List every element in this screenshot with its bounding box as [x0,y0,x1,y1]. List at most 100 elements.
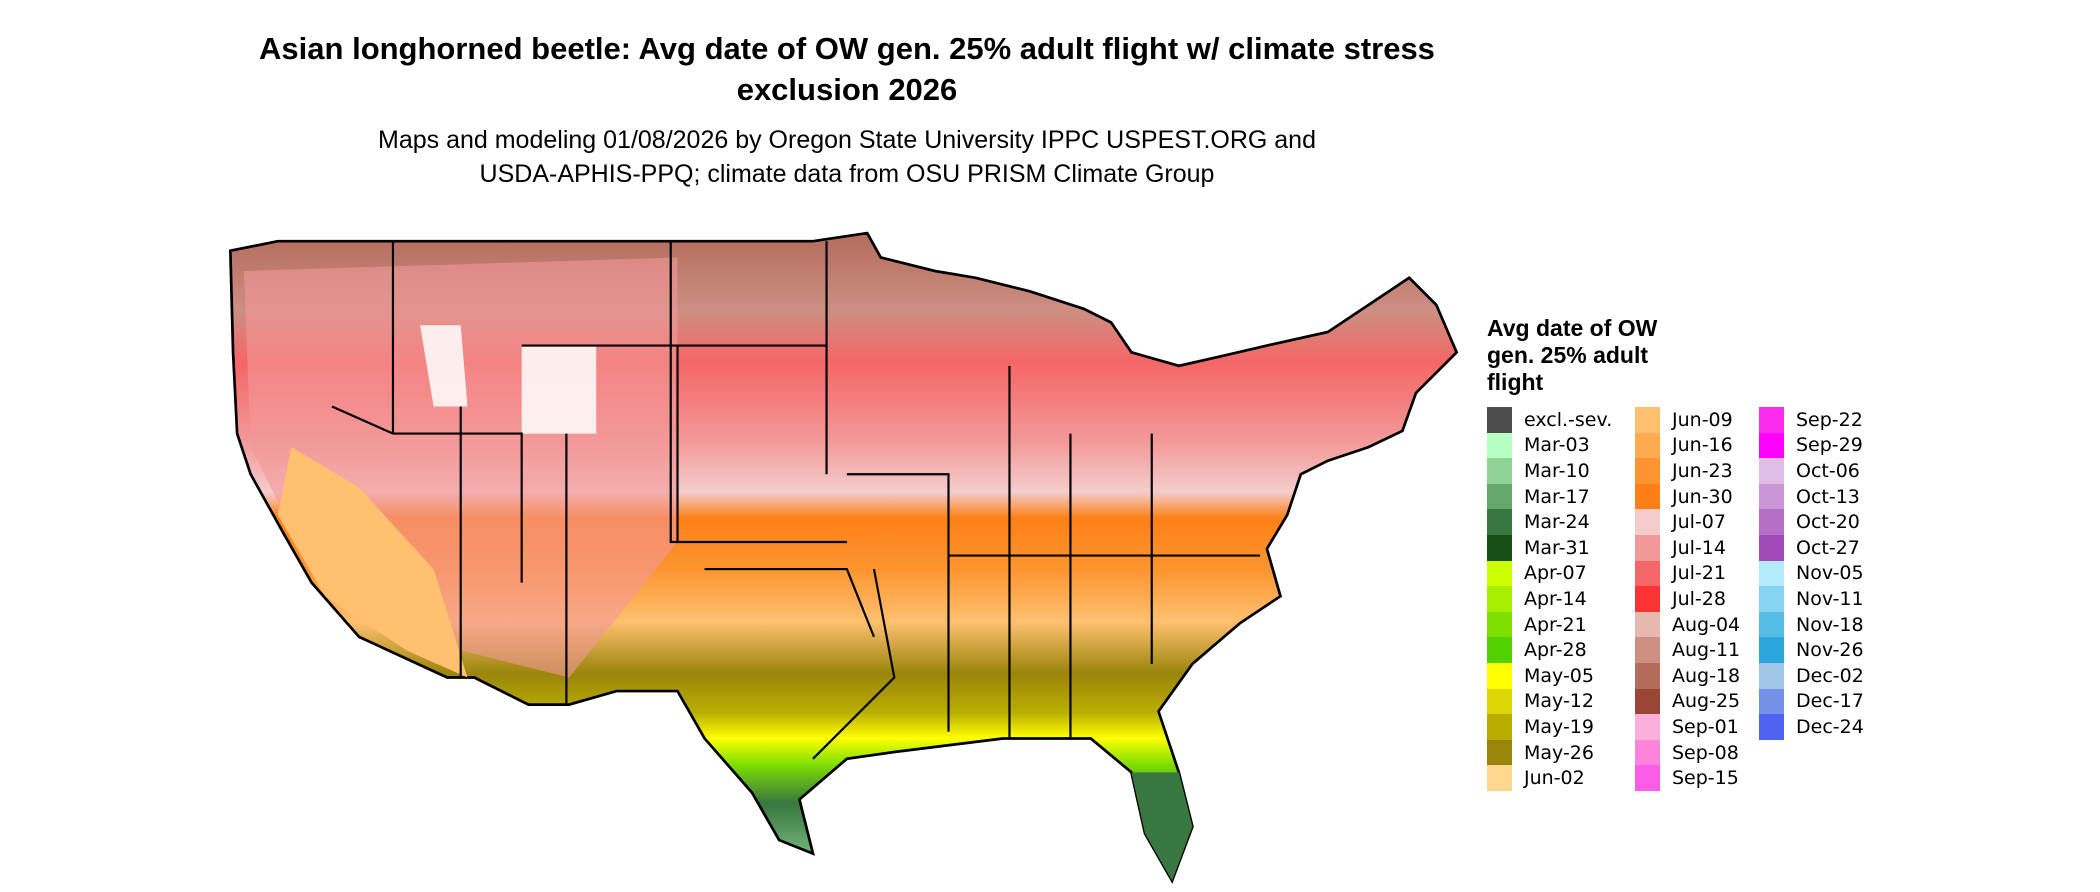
legend-label: excl.-sev. [1524,408,1613,431]
legend-swatch [1635,535,1660,561]
legend-swatch [1759,714,1784,740]
legend-label: Jul-21 [1672,562,1726,585]
legend-swatch [1759,663,1784,689]
legend-swatch [1487,714,1512,740]
legend-item: Nov-05 [1759,560,1864,587]
legend-label: Oct-20 [1796,511,1860,534]
legend-label: Apr-07 [1524,562,1587,585]
legend-swatch [1635,637,1660,663]
legend-swatch [1487,586,1512,612]
legend-item: Mar-24 [1487,509,1590,535]
legend-label: Oct-27 [1796,536,1860,559]
legend-item: Oct-13 [1759,483,1860,510]
legend-label: Nov-18 [1796,613,1864,636]
legend-swatch [1635,407,1660,433]
legend-swatch [1635,765,1660,791]
legend-item: Sep-29 [1759,432,1863,459]
legend-label: Jul-14 [1672,536,1726,559]
legend-swatch [1487,535,1512,561]
legend-label: Jun-02 [1524,767,1585,790]
legend-item: Aug-11 [1635,637,1740,663]
legend-swatch [1487,739,1512,766]
legend-item: Apr-14 [1487,586,1587,612]
legend-label: Mar-03 [1524,434,1590,457]
legend-swatch [1635,509,1660,535]
legend-item: Jun-30 [1635,483,1733,510]
legend-item: Jun-09 [1635,407,1733,433]
legend-swatch [1487,483,1512,510]
legend-item: Dec-02 [1759,663,1864,689]
legend-label: Aug-25 [1672,690,1741,713]
legend-label: Dec-02 [1796,664,1864,687]
legend-item: Nov-18 [1759,611,1864,638]
legend-label: May-19 [1524,715,1594,738]
legend-label: Jul-07 [1672,511,1726,534]
legend-item: May-19 [1487,714,1594,740]
legend-swatch [1635,714,1660,740]
legend-label: Dec-24 [1796,715,1864,738]
legend-label: Dec-17 [1796,690,1864,713]
legend-swatch [1759,483,1784,510]
legend-swatch [1487,663,1512,689]
legend-item: Jun-23 [1635,458,1733,484]
legend-label: Sep-08 [1672,741,1739,764]
legend-label: Jun-23 [1672,459,1733,482]
legend-label: Apr-28 [1524,639,1587,662]
legend-swatch [1487,560,1512,587]
legend-label: Sep-29 [1796,434,1863,457]
legend-swatch [1487,432,1512,459]
legend-label: Apr-14 [1524,587,1587,610]
legend-swatch [1635,483,1660,510]
desert-southwest [277,447,468,678]
legend-label: Aug-18 [1672,664,1741,687]
legend-swatch [1487,637,1512,663]
legend-item: Jul-21 [1635,560,1726,587]
legend-label: Aug-04 [1672,613,1741,636]
legend-item: Nov-11 [1759,586,1864,612]
legend-item: Apr-28 [1487,637,1587,663]
legend-label: Mar-17 [1524,485,1590,508]
legend-item: Aug-18 [1635,663,1740,689]
legend-swatch [1635,458,1660,484]
legend-swatch [1759,535,1784,561]
legend-swatch [1487,458,1512,484]
legend-swatch [1759,509,1784,535]
legend-swatch [1759,407,1784,433]
legend-item: May-12 [1487,688,1594,715]
legend-title: Avg date of OW gen. 25% adult flight [1487,315,1658,395]
legend-item: Sep-01 [1635,714,1739,740]
legend-swatch [1487,688,1512,715]
legend-label: May-12 [1524,690,1594,713]
legend-item: Aug-25 [1635,688,1741,715]
legend-swatch [1759,586,1784,612]
legend-label: Jul-28 [1672,587,1726,610]
legend-label: Mar-10 [1524,459,1590,482]
legend-item: Jun-16 [1635,432,1733,459]
legend-label: Jun-09 [1672,408,1733,431]
legend-item: Sep-15 [1635,765,1739,791]
legend-swatch [1487,611,1512,638]
state-borders [331,241,1261,760]
legend-label: Sep-01 [1672,715,1739,738]
legend-label: Sep-22 [1796,408,1863,431]
legend-label: Apr-21 [1524,613,1587,636]
legend-swatch [1635,688,1660,715]
legend-swatch [1759,432,1784,459]
legend-item: Apr-21 [1487,611,1587,638]
legend-item: Jul-07 [1635,509,1726,535]
legend-item: Jun-02 [1487,765,1585,791]
legend-swatch [1759,688,1784,715]
legend-label: Nov-11 [1796,587,1864,610]
legend-item: Oct-06 [1759,458,1860,484]
legend-label: Aug-11 [1672,639,1741,662]
legend-swatch [1759,637,1784,663]
legend-label: Mar-24 [1524,511,1590,534]
legend-item: Oct-27 [1759,535,1860,561]
legend-swatch [1759,611,1784,638]
legend-swatch [1635,739,1660,766]
legend-swatch [1759,458,1784,484]
legend-item: Aug-04 [1635,611,1741,638]
legend-item: Mar-10 [1487,458,1590,484]
legend-label: May-05 [1524,664,1594,687]
legend-label: Nov-26 [1796,639,1864,662]
